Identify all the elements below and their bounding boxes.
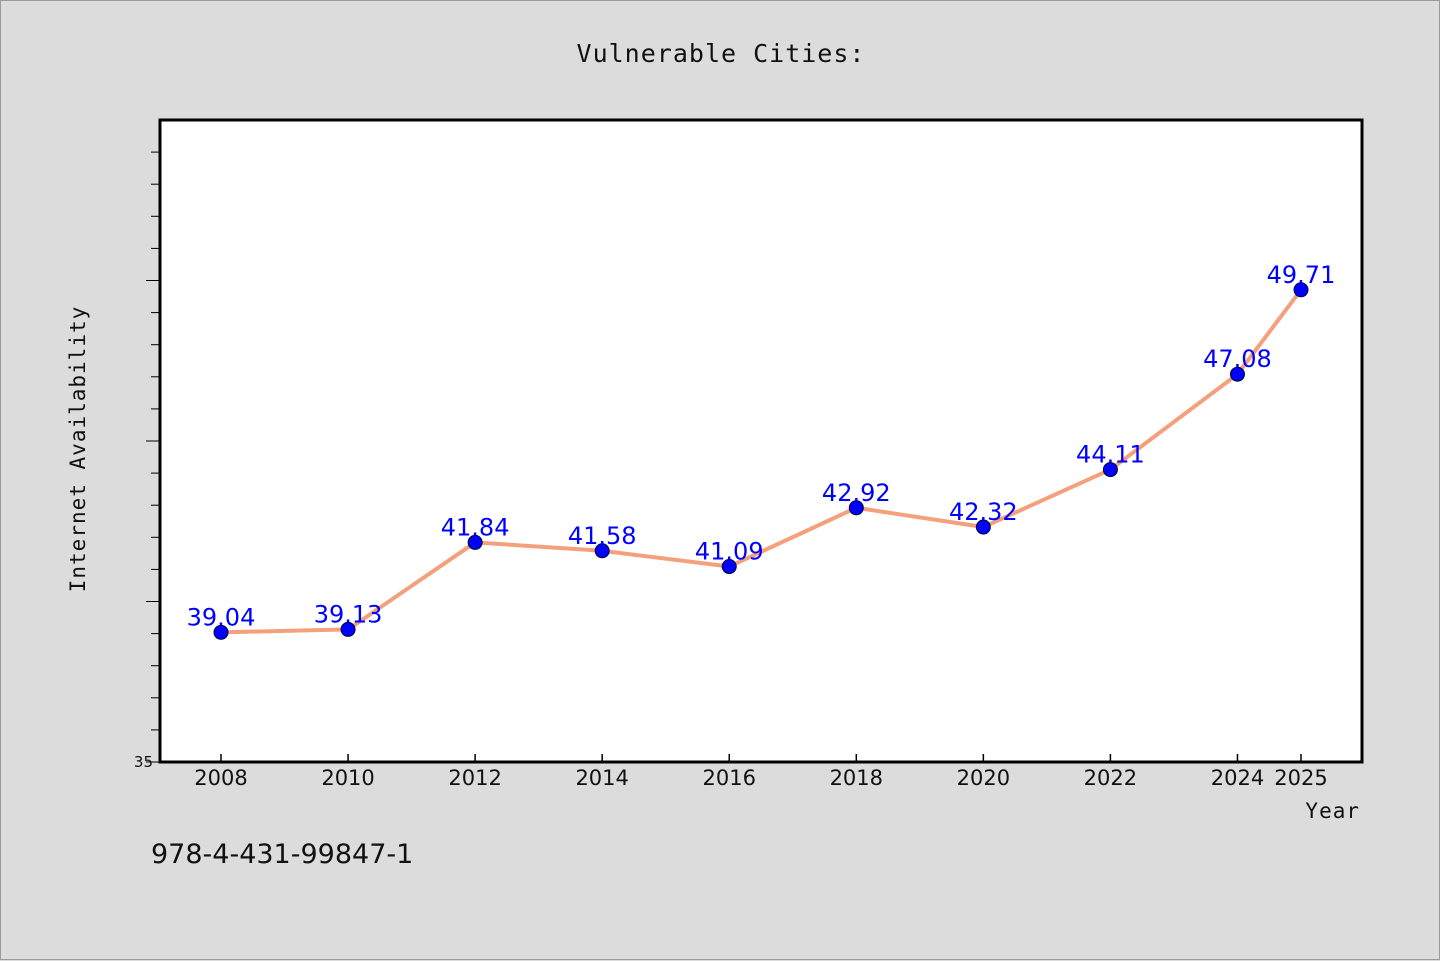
x-tick-label: 2008 xyxy=(194,766,247,790)
data-point xyxy=(975,519,991,535)
x-tick-label: 2024 xyxy=(1211,766,1264,790)
x-tick-label: 2020 xyxy=(957,766,1010,790)
data-label: 42.92 xyxy=(822,479,891,507)
data-point xyxy=(213,624,229,640)
x-tick-label: 2016 xyxy=(703,766,756,790)
chart-title: Vulnerable Cities: xyxy=(577,39,866,68)
data-label: 41.58 xyxy=(568,522,637,550)
data-point xyxy=(1229,366,1245,382)
data-label: 42.32 xyxy=(949,498,1018,526)
x-axis-title: Year xyxy=(1305,799,1360,823)
data-point xyxy=(467,534,483,550)
x-tick-label: 2018 xyxy=(830,766,883,790)
data-label: 41.84 xyxy=(441,513,510,541)
data-label: 39.04 xyxy=(187,603,256,631)
x-tick-label: 2022 xyxy=(1084,766,1137,790)
data-label: 44.11 xyxy=(1076,441,1145,469)
series-group: 39.04 39.13 41.84 41.58 41.09 42.92 42.32 44.11… xyxy=(187,261,1336,640)
y-axis-ticks: 35 xyxy=(134,151,160,771)
y-axis-title: Internet Availability xyxy=(66,306,90,593)
x-tick-label: 2010 xyxy=(321,766,374,790)
data-label: 49.71 xyxy=(1267,261,1336,289)
data-label: 47.08 xyxy=(1203,345,1272,373)
plot-area xyxy=(158,118,1364,764)
x-axis-ticks: 2008 2010 2012 2014 2016 2018 2020 2022 2024 2025 xyxy=(194,754,1328,790)
y-tick-label: 35 xyxy=(134,753,153,771)
data-point xyxy=(594,543,610,559)
data-point xyxy=(721,559,737,575)
data-label: 41.09 xyxy=(695,538,764,566)
data-point xyxy=(848,500,864,516)
x-tick-label: 2025 xyxy=(1274,766,1327,790)
series-line xyxy=(219,287,1303,635)
isbn-text: 978-4-431-99847-1 xyxy=(151,839,413,870)
data-label: 39.13 xyxy=(314,600,383,628)
x-tick-label: 2014 xyxy=(575,766,628,790)
data-point xyxy=(1293,282,1309,298)
x-tick-label: 2012 xyxy=(448,766,501,790)
data-point xyxy=(340,621,356,637)
data-point xyxy=(1102,462,1118,478)
